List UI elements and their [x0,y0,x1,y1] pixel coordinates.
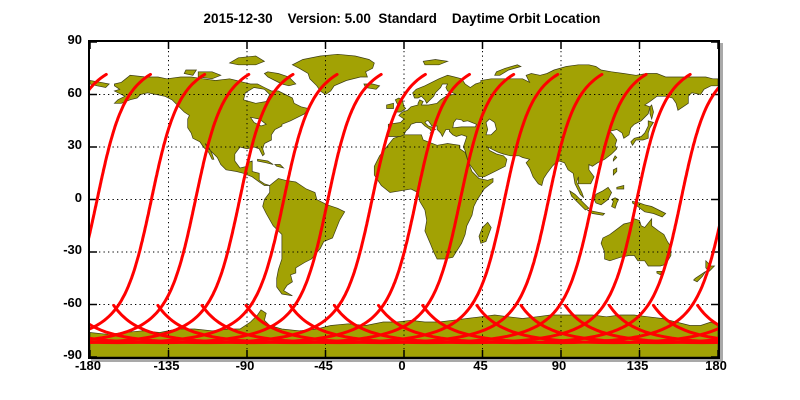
x-tick-label: 90 [551,358,567,373]
continent-landmass [612,167,618,176]
x-tick-label: -180 [74,358,102,373]
continent-landmass [600,217,672,267]
continent-landmass [263,71,297,87]
y-tick-label: 30 [67,137,82,152]
world-map-plot [90,42,718,357]
y-tick-label: 0 [74,189,82,205]
continent-landmass [494,64,522,76]
x-tick-label: -90 [235,358,255,373]
orbit-track [652,303,718,340]
continent-landmass [274,164,285,169]
continent-landmass [422,59,449,66]
x-tick-label: 180 [705,358,727,373]
y-tick-label: 60 [67,84,82,100]
orbit-track [90,72,108,91]
x-tick-label: 135 [626,358,649,373]
continent-landmass [257,158,274,165]
x-tick-label: 45 [473,358,488,373]
orbit-track [90,72,207,331]
continent-landmass [569,189,590,211]
orbit-track [90,72,251,341]
orbit-track [421,225,718,345]
continent-landmass [593,186,613,206]
continent-landmass [386,102,394,109]
continent-landmass [693,271,707,283]
inland-sea [452,118,477,129]
continent-landmass [387,64,718,199]
continent-landmass [656,270,663,276]
inland-sea [485,118,497,136]
plot-title: 2015-12-30 Version: 5.00 Standard Daytim… [203,11,601,26]
x-tick-label: -135 [153,358,180,373]
orbit-track [696,303,718,327]
continent-landmass [611,197,620,209]
continent-landmass [630,120,655,147]
y-tick-label: 90 [67,32,82,47]
continent-landmass [183,69,198,76]
continent-landmass [649,104,654,121]
x-tick-label: -45 [314,358,333,373]
y-tick-label: -30 [63,242,82,257]
continent-landmass [373,134,494,260]
y-tick-label: -90 [63,347,82,362]
continent-landmass [616,185,625,190]
map-plot-frame [88,40,720,359]
y-tick-label: -60 [63,294,82,310]
orbit-track [90,72,152,239]
continent-landmass [291,53,375,95]
continent-landmass [478,221,492,244]
x-tick-label: 0 [398,358,406,373]
continent-landmass [612,155,618,162]
